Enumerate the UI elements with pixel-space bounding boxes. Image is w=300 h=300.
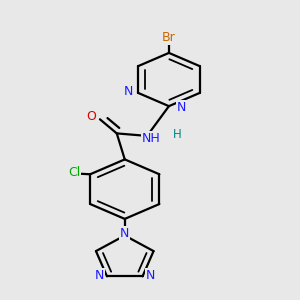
- Text: H: H: [173, 128, 182, 142]
- Text: N: N: [124, 85, 134, 98]
- Text: NH: NH: [142, 132, 161, 145]
- Text: N: N: [177, 101, 186, 114]
- Text: Br: Br: [162, 32, 176, 44]
- Text: N: N: [95, 269, 104, 282]
- Text: N: N: [146, 269, 155, 282]
- Text: N: N: [120, 226, 129, 239]
- Text: O: O: [87, 110, 97, 123]
- Text: Cl: Cl: [68, 166, 81, 179]
